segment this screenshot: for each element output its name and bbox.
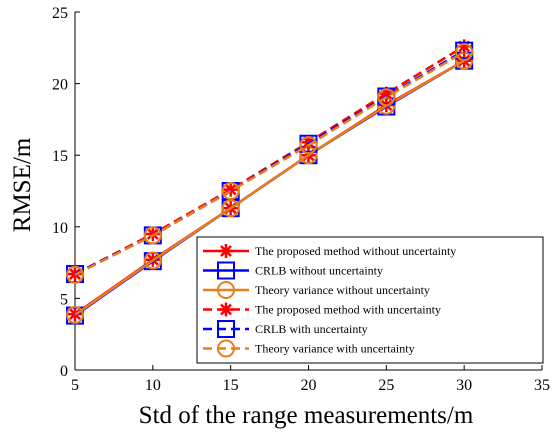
data-point-marker xyxy=(143,226,162,245)
legend-marker xyxy=(217,339,235,358)
data-point-marker xyxy=(66,305,84,324)
legend-label: Theory variance without uncertainty xyxy=(255,283,430,297)
data-point-marker xyxy=(221,182,240,200)
legend-item: The proposed method with uncertainty xyxy=(203,302,441,317)
data-point-marker xyxy=(221,199,240,218)
legend-item: Theory variance with uncertainty xyxy=(203,339,415,358)
legend-label: Theory variance with uncertainty xyxy=(255,342,415,356)
data-point-marker xyxy=(66,265,84,284)
data-point-marker xyxy=(223,182,238,197)
x-tick-label: 20 xyxy=(301,377,317,394)
legend-box xyxy=(196,236,544,364)
legend-item: CRLB without uncertainty xyxy=(203,261,383,280)
legend-label: The proposed method without uncertainty xyxy=(255,244,456,258)
series-line xyxy=(74,51,465,276)
x-tick-label: 10 xyxy=(145,377,161,394)
legend-marker xyxy=(219,302,233,317)
legend-item: Theory variance without uncertainty xyxy=(203,281,430,299)
legend-marker xyxy=(217,261,235,280)
data-point-marker xyxy=(379,86,394,101)
x-axis-label: Std of the range measurements/m xyxy=(139,402,474,429)
data-point-marker xyxy=(377,88,396,107)
x-tick-label: 35 xyxy=(534,377,550,394)
legend-label: CRLB without uncertainty xyxy=(255,264,383,278)
legend-marker xyxy=(217,320,235,338)
legend-label: CRLB with uncertainty xyxy=(255,322,368,336)
y-tick-label: 5 xyxy=(60,291,68,308)
data-point-marker xyxy=(143,251,162,270)
legend-item: CRLB with uncertainty xyxy=(203,320,368,338)
y-tick-label: 15 xyxy=(52,148,68,165)
data-point-marker xyxy=(455,43,474,62)
x-tick-label: 25 xyxy=(378,377,394,394)
y-tick-label: 20 xyxy=(52,77,68,94)
legend-marker xyxy=(217,281,235,299)
x-axis-ticks: 5 10 15 20 25 30 35 xyxy=(71,365,550,394)
y-tick-label: 25 xyxy=(52,5,68,22)
y-axis-label: RMSE/m xyxy=(9,137,36,232)
legend-item: The proposed method without uncertainty xyxy=(203,244,456,258)
x-tick-label: 30 xyxy=(456,377,472,394)
series-layer xyxy=(66,39,474,325)
legend-marker xyxy=(219,244,233,258)
y-tick-label: 0 xyxy=(60,363,68,380)
y-tick-label: 10 xyxy=(52,220,68,237)
data-point-marker xyxy=(457,39,472,54)
legend: The proposed method without uncertainty C… xyxy=(196,236,544,364)
x-tick-label: 5 xyxy=(71,377,79,394)
y-axis-ticks: 0 5 10 15 20 25 xyxy=(52,5,80,380)
data-point-marker xyxy=(299,136,318,155)
series-line xyxy=(74,59,465,316)
series-6 xyxy=(66,43,474,284)
x-tick-label: 15 xyxy=(223,377,239,394)
legend-label: The proposed method with uncertainty xyxy=(255,303,441,317)
